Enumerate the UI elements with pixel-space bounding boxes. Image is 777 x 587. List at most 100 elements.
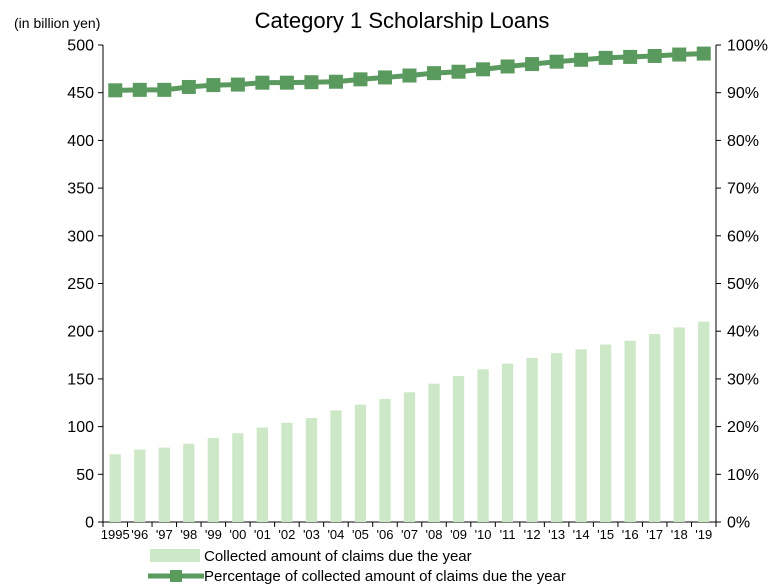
x-tick-label: '11 (500, 527, 516, 542)
bar (379, 398, 391, 522)
y-left-tick-label: 350 (67, 181, 94, 198)
y-right-tick-label: 60% (727, 228, 759, 245)
line-point (157, 82, 172, 97)
line-point (647, 48, 662, 63)
legend-label-bar: Collected amount of claims due the year (204, 548, 472, 565)
legend-label-line: Percentage of collected amount of claims… (204, 568, 566, 585)
line-point (696, 46, 711, 61)
y-right-tick-label: 50% (727, 276, 759, 293)
line-point (623, 49, 638, 64)
bar (477, 369, 489, 522)
line-point (206, 78, 221, 93)
bar (134, 449, 146, 522)
x-tick-label: 1995 (101, 527, 130, 542)
bar (207, 438, 219, 522)
bar (649, 334, 661, 522)
line-point (672, 47, 687, 62)
y-right-tick-label: 30% (727, 371, 759, 388)
x-tick-label: '10 (475, 527, 492, 542)
y-left-tick-label: 450 (67, 85, 94, 102)
y-left-tick-label: 200 (67, 324, 94, 341)
x-tick-label: '12 (524, 527, 541, 542)
bar (330, 410, 342, 522)
line-point (476, 62, 491, 77)
x-tick-label: '15 (597, 527, 614, 542)
legend-swatch-bar (150, 549, 200, 562)
bar (403, 392, 416, 522)
line-point (353, 72, 368, 87)
bar (428, 383, 440, 522)
bar (281, 422, 293, 522)
y-left-tick-label: 400 (67, 133, 94, 150)
y-right-tick-label: 0% (727, 515, 750, 532)
bar (501, 363, 514, 522)
x-tick-label: '04 (327, 527, 344, 542)
y-right-tick-label: 40% (727, 324, 759, 341)
y-right-tick-label: 10% (727, 467, 759, 484)
bar (354, 404, 367, 522)
bar (550, 353, 563, 522)
x-tick-label: '19 (695, 527, 712, 542)
x-tick-label: '98 (180, 527, 197, 542)
x-tick-label: '14 (573, 527, 590, 542)
y-right-tick-label: 20% (727, 419, 759, 436)
bar (183, 443, 195, 522)
y-left-tick-label: 150 (67, 371, 94, 388)
line-point (255, 75, 270, 90)
y-right-tick-label: 90% (727, 85, 759, 102)
x-tick-label: '03 (303, 527, 320, 542)
x-tick-label: '99 (205, 527, 222, 542)
y-left-tick-label: 50 (76, 467, 94, 484)
x-tick-label: '13 (548, 527, 565, 542)
x-tick-label: '08 (426, 527, 443, 542)
line-point (451, 64, 466, 79)
bar (698, 321, 710, 522)
legend: Collected amount of claims due the year … (148, 548, 566, 585)
bar (109, 454, 121, 522)
y-left-tick-label: 0 (85, 515, 94, 532)
bar (158, 447, 170, 522)
bar (452, 376, 465, 522)
line-point (500, 59, 515, 74)
bar (600, 344, 612, 522)
y-right-tick-label: 70% (727, 181, 759, 198)
x-tick-label: '02 (278, 527, 295, 542)
bar (232, 433, 244, 522)
line-point (574, 52, 589, 67)
line-point (108, 83, 123, 98)
line-point (598, 50, 613, 65)
line-point (230, 77, 245, 92)
line-point (132, 82, 147, 97)
plot-area: 0 50 100 150 200 250 300 350 400 450 500 0% 10% 20% 30… (67, 38, 768, 543)
line-point (279, 75, 294, 90)
y-left-tick-label: 250 (67, 276, 94, 293)
bar (673, 327, 685, 522)
y-left-tick-label: 300 (67, 228, 94, 245)
y-left-tick-label: 500 (67, 38, 94, 55)
y-left-tick-label: 100 (67, 419, 94, 436)
legend-swatch-marker (170, 570, 182, 582)
y-right-tick-label: 100% (727, 38, 768, 55)
x-tick-label: '16 (622, 527, 639, 542)
x-tick-label: '01 (254, 527, 271, 542)
y-axis-unit-label: (in billion yen) (14, 15, 100, 31)
line-point (304, 75, 319, 90)
x-tick-label: '97 (156, 527, 173, 542)
x-tick-label: '96 (131, 527, 148, 542)
line-point (549, 54, 564, 69)
bar (256, 427, 269, 522)
x-tick-label: '18 (671, 527, 688, 542)
x-tick-label: '17 (646, 527, 663, 542)
line-point (181, 79, 196, 94)
bar (575, 349, 587, 522)
x-tick-label: '09 (450, 527, 467, 542)
chart-title: Category 1 Scholarship Loans (255, 8, 550, 33)
x-tick-label: '07 (401, 527, 418, 542)
line-point (525, 57, 540, 72)
line-point (377, 70, 392, 85)
bar (526, 357, 538, 522)
x-tick-label: '06 (377, 527, 394, 542)
x-tick-label: '00 (229, 527, 246, 542)
line-point (427, 66, 442, 81)
